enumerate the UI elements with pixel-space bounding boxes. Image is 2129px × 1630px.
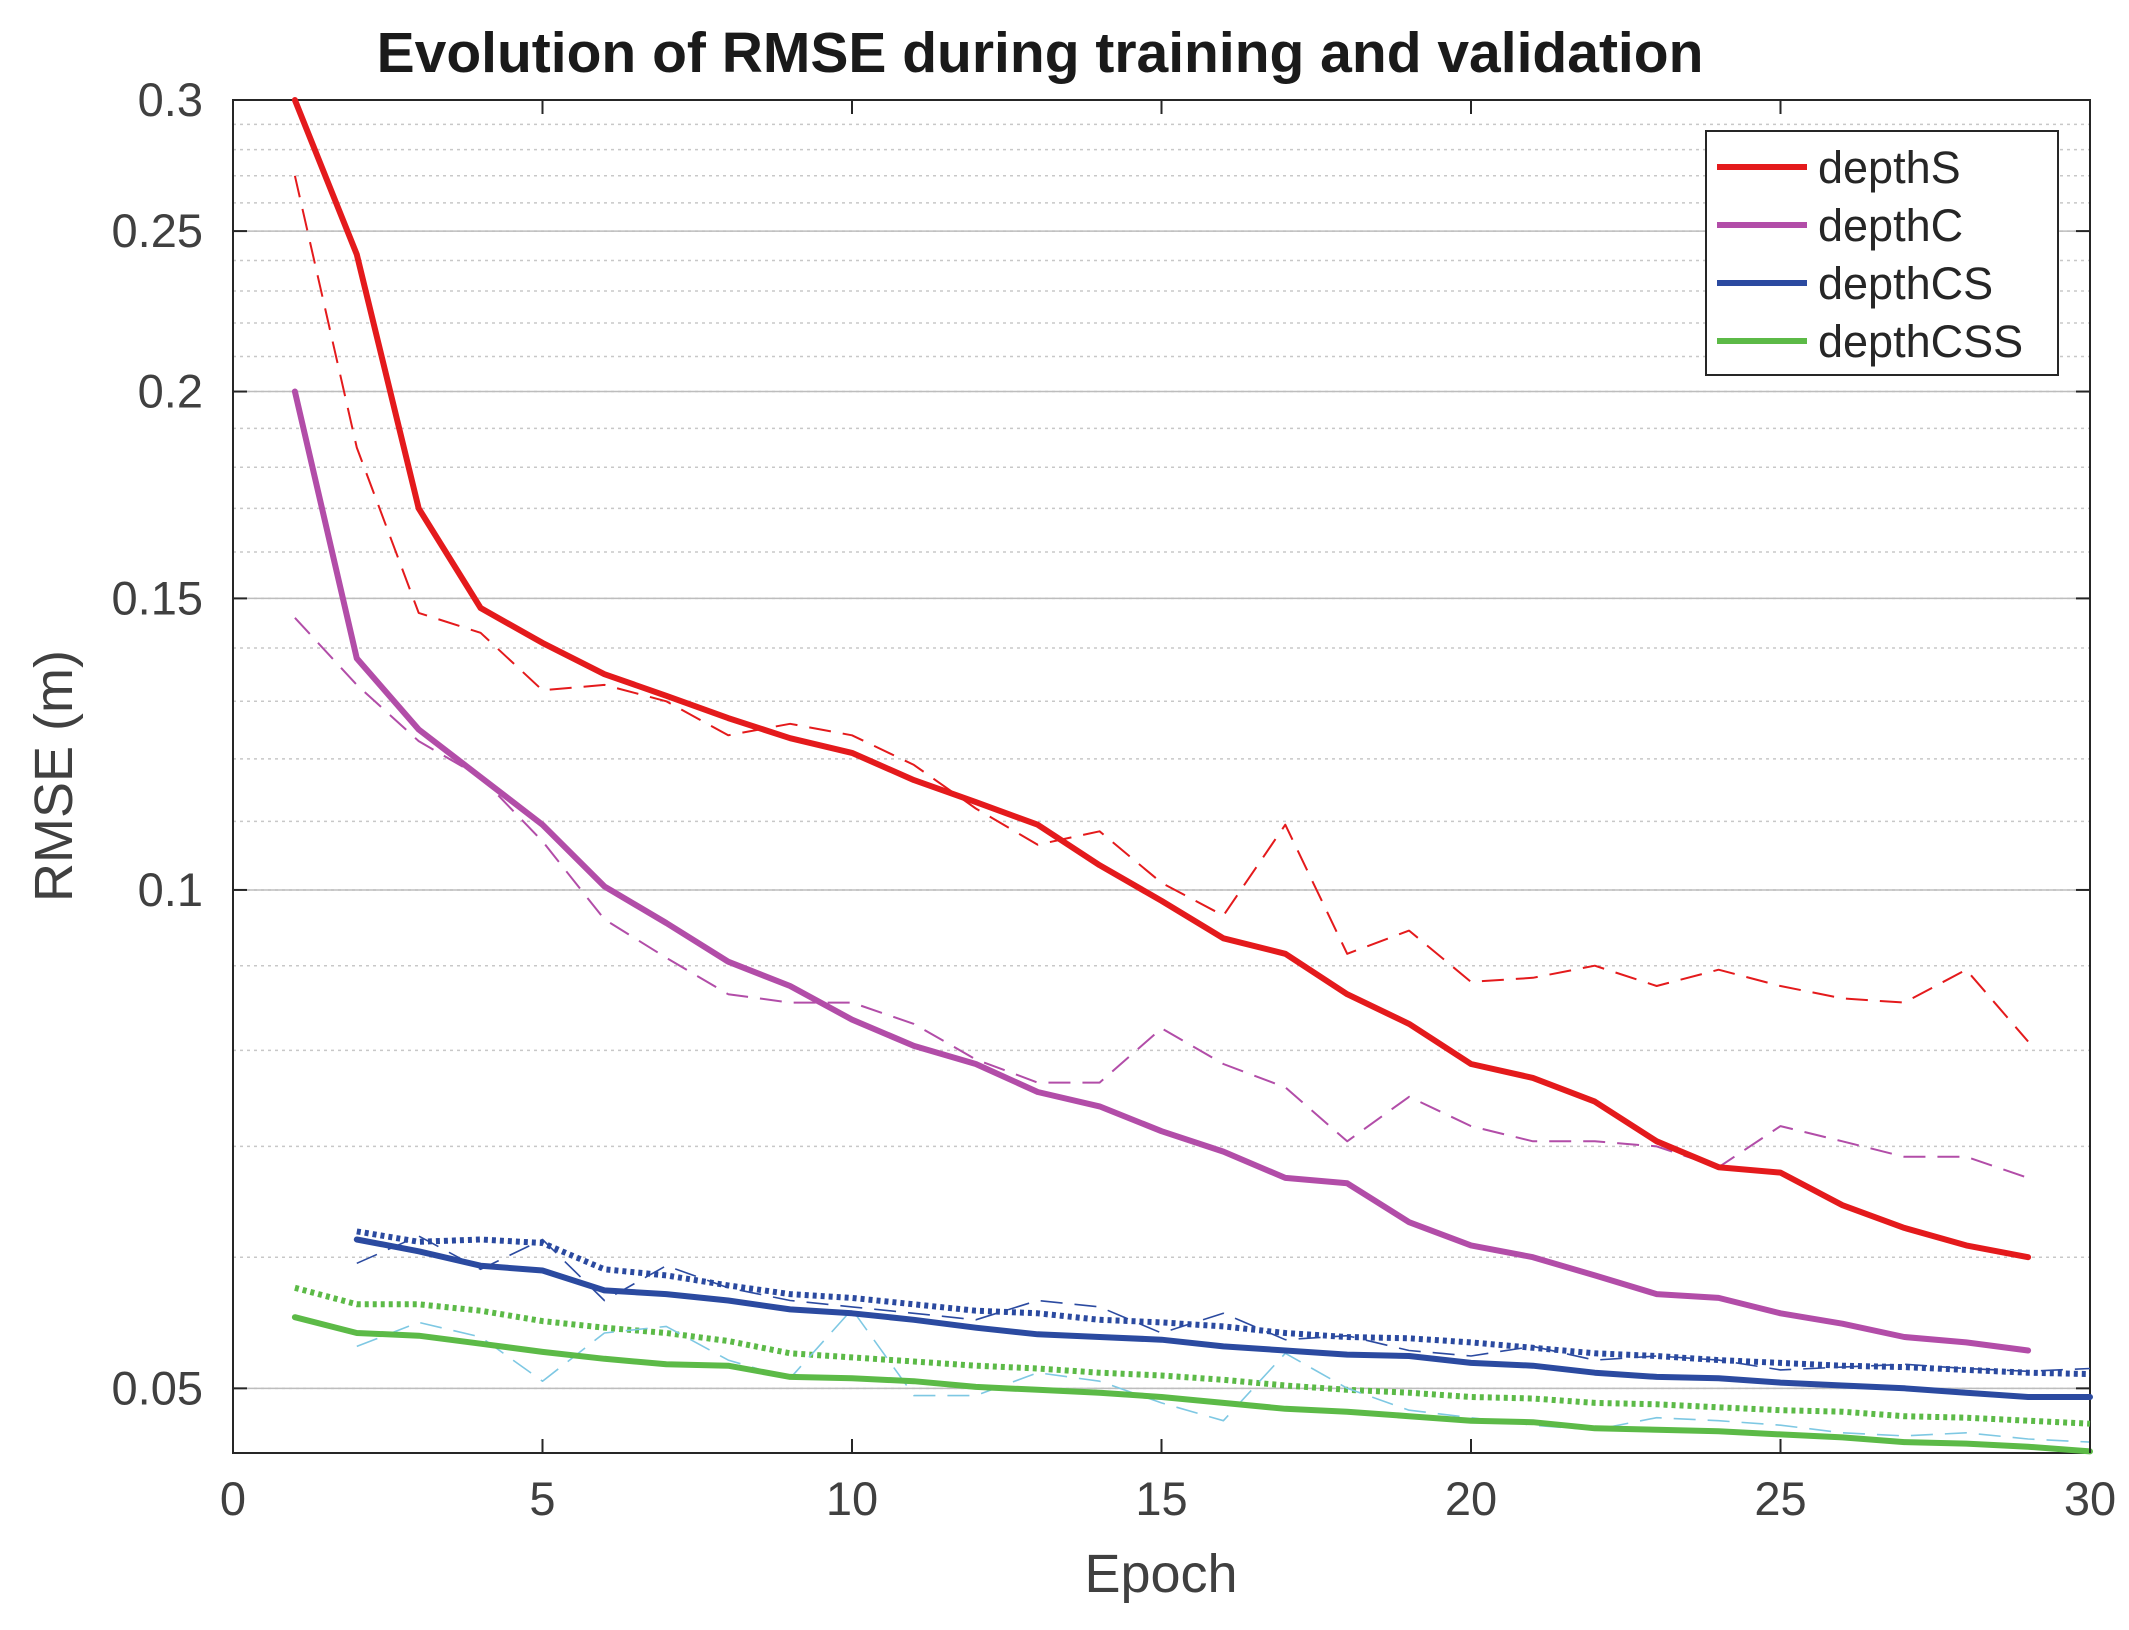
y-axis-label: RMSE (m) — [24, 650, 84, 902]
y-tick-label: 0.05 — [112, 1361, 203, 1414]
series-depths-validation — [293, 175, 2029, 1043]
chart-title: Evolution of RMSE during training and va… — [377, 21, 1704, 85]
x-axis-label: Epoch — [1084, 1544, 1237, 1604]
legend-box — [1705, 130, 2059, 376]
x-tick-label: 0 — [220, 1472, 246, 1525]
series-depthcss — [291, 1314, 2093, 1455]
series-depthc — [291, 388, 2032, 1354]
x-tick-label: 10 — [826, 1472, 878, 1525]
series-depths — [291, 97, 2032, 1261]
legend-label-depths: depthS — [1818, 142, 1961, 193]
x-tick-label: 20 — [1445, 1472, 1497, 1525]
y-tick-label: 0.2 — [138, 365, 203, 418]
legend: depthS depthC depthCS depthCSS — [1705, 130, 2059, 376]
y-tick-label: 0.1 — [138, 863, 203, 916]
x-axis: 0 5 10 15 20 25 30 — [220, 100, 2116, 1525]
legend-label-depthcs: depthCS — [1818, 258, 1993, 309]
series-depthcs-validation — [356, 1228, 2091, 1378]
x-tick-label: 15 — [1135, 1472, 1187, 1525]
y-tick-label: 0.25 — [112, 204, 203, 257]
x-tick-label: 5 — [529, 1472, 555, 1525]
series-depthcss-validation-noisy — [356, 1308, 2091, 1443]
x-tick-label: 30 — [2064, 1472, 2116, 1525]
y-axis: 0.05 0.1 0.15 0.2 0.25 0.3 — [112, 73, 2090, 1414]
legend-label-depthc: depthC — [1818, 200, 1963, 251]
series-depthcs — [353, 1236, 2093, 1400]
series-layer — [291, 97, 2093, 1455]
legend-label-depthcss: depthCSS — [1818, 316, 2023, 367]
x-tick-label: 25 — [1754, 1472, 1806, 1525]
y-tick-label: 0.3 — [138, 73, 203, 126]
series-depthcs-validation-noisy — [356, 1235, 2091, 1373]
y-tick-label: 0.15 — [112, 571, 203, 624]
